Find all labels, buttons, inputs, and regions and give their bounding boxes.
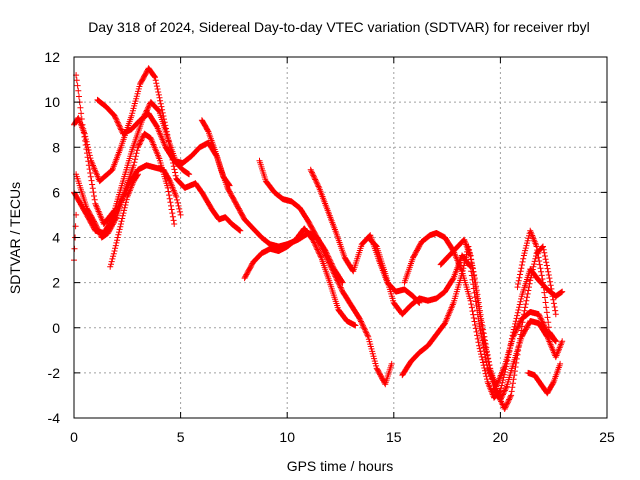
chart-title: Day 318 of 2024, Sidereal Day-to-day VTE… [88,19,590,35]
y-tick-label: 8 [52,139,60,155]
scatter-markers [514,227,559,345]
y-tick-label: 4 [52,230,60,246]
scatter-markers [525,360,564,397]
scatter-markers [437,236,559,412]
series-sat-o [437,236,559,412]
series-sat-p [514,227,559,345]
series-sat-d [73,130,178,241]
series-sat-q [525,360,564,397]
y-tick-label: 2 [52,275,60,291]
series-sat-i [241,225,359,329]
x-tick-label: 25 [599,429,615,445]
y-tick-label: 12 [44,49,60,65]
y-tick-label: 10 [44,94,60,110]
scatter-markers [73,130,178,241]
x-tick-label: 0 [70,429,78,445]
y-tick-label: -2 [48,365,61,381]
series-sat-j [256,157,395,388]
x-axis-label: GPS time / hours [287,458,394,474]
scatter-markers [107,171,141,270]
axis-ticks: 0 5 10 15 20 25 -4 -2 0 2 4 6 8 10 12 [44,49,615,445]
y-tick-label: 0 [52,320,60,336]
x-tick-label: 15 [386,429,402,445]
scatter-markers [241,225,359,329]
x-tick-label: 5 [177,429,185,445]
scatter-markers [256,157,395,388]
y-tick-label: -4 [48,410,61,426]
y-axis-label: SDTVAR / TECUs [7,182,23,294]
x-tick-label: 10 [279,429,295,445]
y-tick-label: 6 [52,184,60,200]
x-tick-label: 20 [493,429,509,445]
series-sat-g [107,171,141,270]
